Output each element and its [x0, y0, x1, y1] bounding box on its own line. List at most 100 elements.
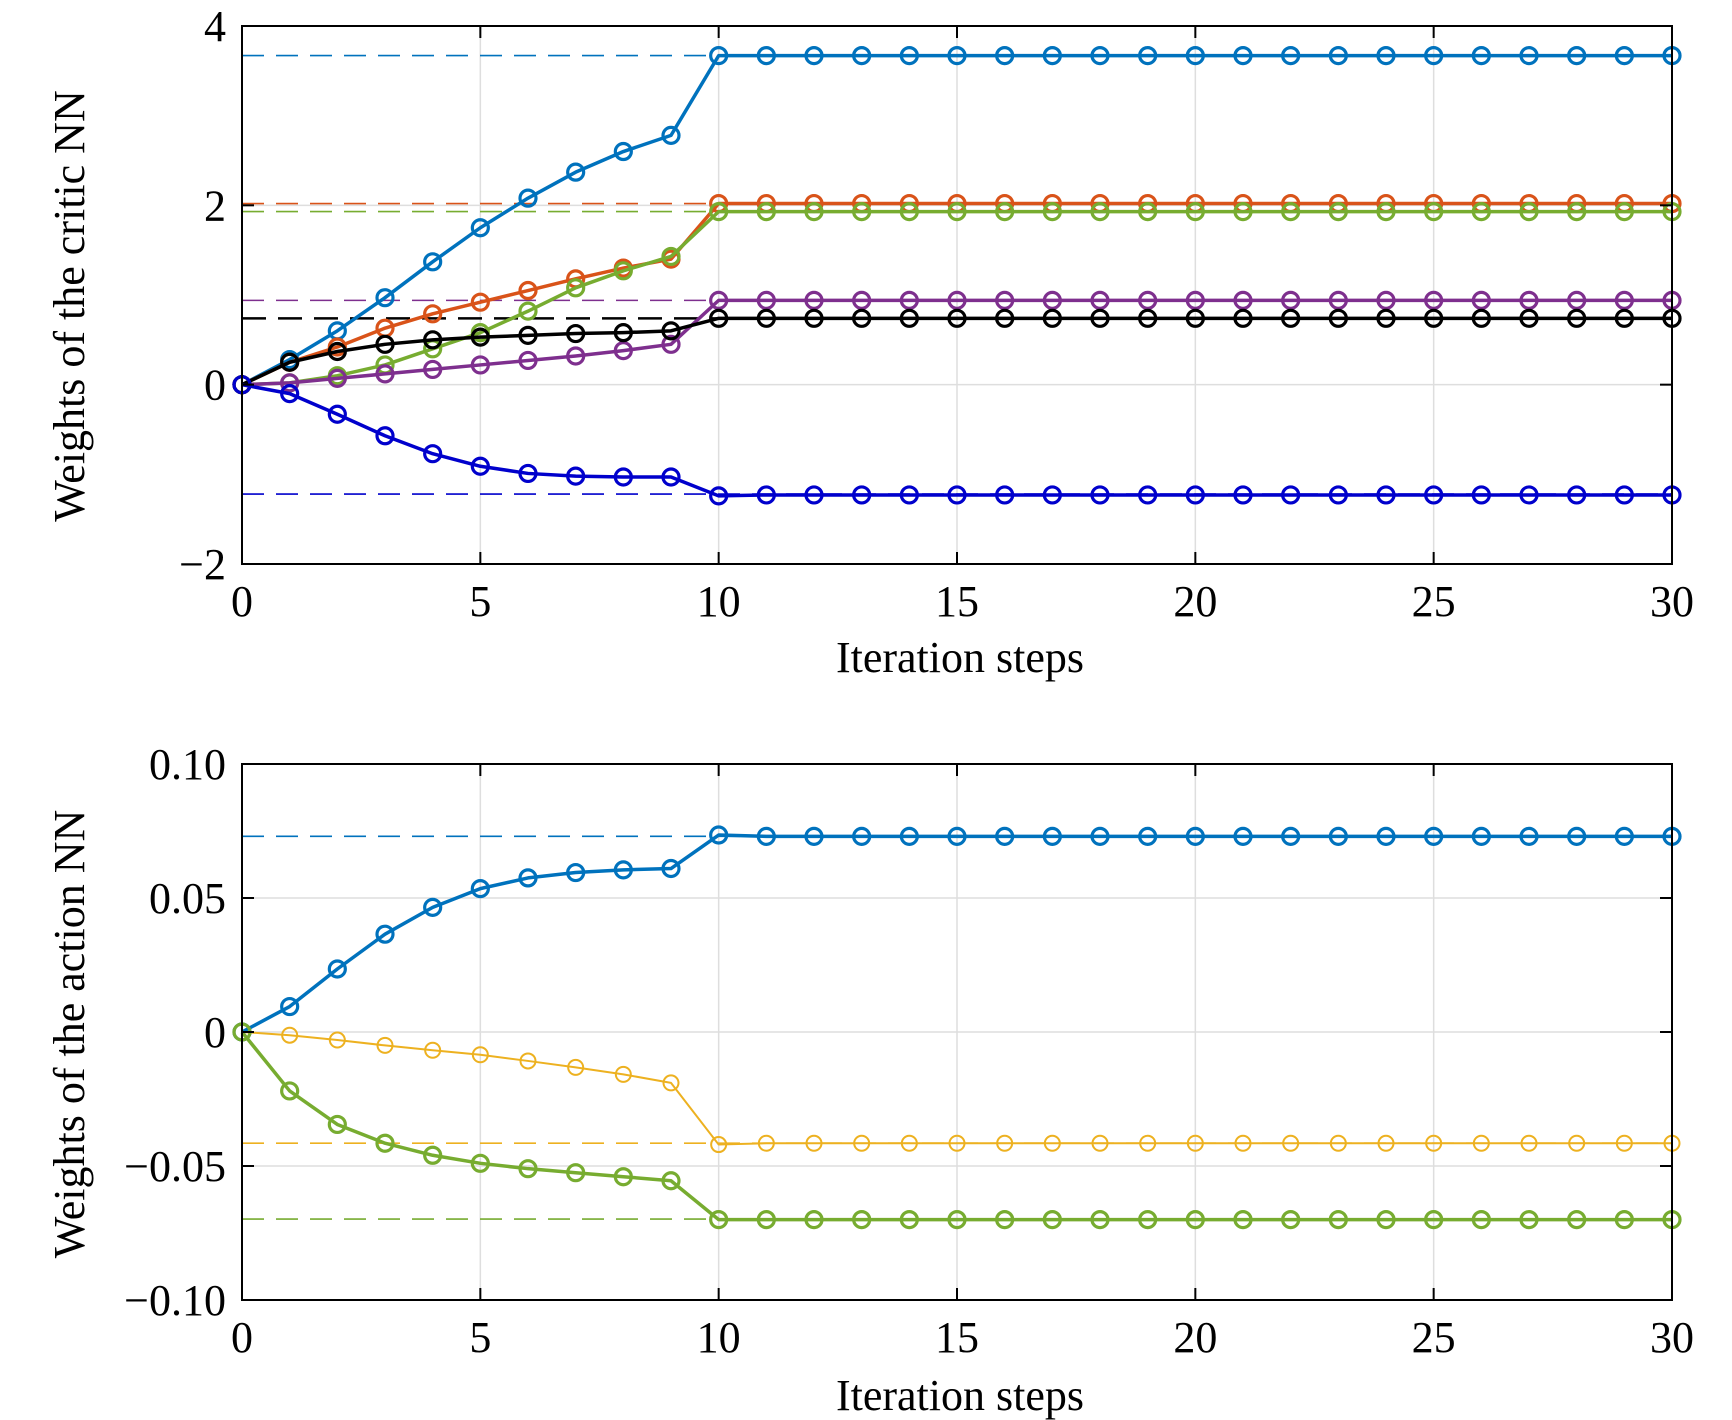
- y-tick-label: −0.10: [124, 1276, 226, 1325]
- x-tick-label: 0: [231, 577, 253, 626]
- data-point: [995, 202, 1015, 222]
- data-point: [470, 355, 490, 375]
- data-point: [280, 352, 300, 372]
- data-point: [1424, 485, 1444, 505]
- data-point: [852, 202, 872, 222]
- data-point: [1567, 308, 1587, 328]
- data-point: [1185, 308, 1205, 328]
- data-point: [899, 485, 919, 505]
- data-point: [756, 308, 776, 328]
- data-point: [1328, 45, 1348, 66]
- data-point: [1090, 485, 1110, 505]
- data-point: [1376, 826, 1396, 846]
- data-point: [566, 162, 586, 182]
- data-point: [1186, 1134, 1204, 1152]
- data-point: [1471, 308, 1491, 328]
- data-point: [566, 862, 586, 883]
- data-point: [1615, 1134, 1633, 1152]
- data-point: [1090, 290, 1110, 310]
- data-point: [1281, 45, 1301, 66]
- y-tick-label: 4: [204, 2, 226, 51]
- series-line: [241, 316, 1672, 387]
- panel-1-series-0: [232, 825, 1682, 1042]
- x-tick-label: 20: [1173, 577, 1217, 626]
- data-point: [1471, 826, 1491, 846]
- data-point: [1281, 1209, 1301, 1230]
- y-tick-label: 0: [204, 361, 226, 410]
- data-point: [899, 1209, 919, 1230]
- data-point: [1090, 308, 1110, 328]
- data-point: [1281, 308, 1301, 328]
- x-tick-label: 5: [469, 1313, 491, 1362]
- data-point: [1042, 308, 1062, 328]
- data-point: [1425, 1134, 1443, 1152]
- data-point: [852, 826, 872, 846]
- data-point: [1614, 308, 1634, 328]
- data-point: [1185, 45, 1205, 66]
- data-point: [1376, 485, 1396, 505]
- data-point: [1328, 308, 1348, 328]
- data-point: [613, 261, 633, 281]
- data-point: [1281, 485, 1301, 505]
- data-point: [280, 996, 300, 1017]
- x-tick-label: 15: [935, 1313, 979, 1362]
- panel-1-series-2: [232, 1022, 1682, 1230]
- data-point: [423, 1145, 443, 1165]
- data-point: [1424, 308, 1444, 328]
- data-point: [1424, 290, 1444, 310]
- data-point: [613, 860, 633, 880]
- data-point: [1185, 485, 1205, 505]
- data-point: [613, 467, 633, 487]
- panel-0-ylabel: Weights of the critic NN: [45, 90, 94, 521]
- data-point: [328, 1031, 346, 1049]
- action-weights-panel: Iteration steps Weights of the action NN…: [45, 740, 1694, 1420]
- data-point: [470, 292, 490, 312]
- data-point: [1376, 202, 1396, 222]
- data-point: [756, 202, 776, 222]
- data-point: [1138, 45, 1158, 66]
- data-point: [1328, 826, 1348, 846]
- data-point: [327, 368, 347, 388]
- data-point: [375, 426, 395, 446]
- data-point: [1567, 1209, 1587, 1230]
- data-point: [375, 924, 395, 944]
- data-point: [1471, 45, 1491, 66]
- x-tick-label: 10: [697, 1313, 741, 1362]
- data-point: [1519, 826, 1539, 846]
- data-point: [995, 1209, 1015, 1230]
- x-tick-label: 0: [231, 1313, 253, 1362]
- data-point: [1138, 308, 1158, 328]
- data-point: [1233, 202, 1253, 222]
- data-point: [1519, 45, 1539, 66]
- panel-1-ylabel: Weights of the action NN: [45, 810, 94, 1259]
- data-point: [1138, 485, 1158, 505]
- data-point: [710, 1136, 728, 1154]
- data-point: [1090, 45, 1110, 66]
- data-point: [1614, 45, 1634, 66]
- data-point: [327, 1114, 347, 1135]
- data-point: [1233, 485, 1253, 505]
- data-point: [899, 202, 919, 222]
- data-point: [804, 202, 824, 222]
- data-point: [1090, 826, 1110, 846]
- data-point: [471, 1046, 489, 1064]
- data-point: [709, 45, 729, 66]
- data-point: [1042, 45, 1062, 66]
- data-point: [327, 341, 347, 362]
- panel-0-series-4: [232, 308, 1682, 395]
- x-tick-label: 20: [1173, 1313, 1217, 1362]
- panel-0-series-5: [232, 375, 1682, 506]
- data-point: [1567, 826, 1587, 846]
- data-point: [995, 45, 1015, 66]
- data-point: [1519, 202, 1539, 222]
- data-point: [852, 308, 872, 328]
- data-point: [375, 1133, 395, 1153]
- data-point: [423, 444, 443, 464]
- series-line: [241, 298, 1672, 387]
- y-tick-label: −0.05: [124, 1142, 226, 1191]
- data-point: [423, 304, 443, 324]
- data-point: [613, 141, 633, 162]
- data-point: [709, 825, 729, 845]
- data-point: [567, 1058, 585, 1076]
